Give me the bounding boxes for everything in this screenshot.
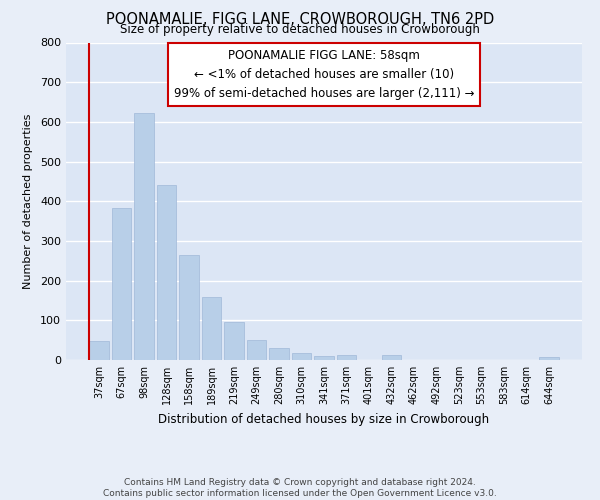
Bar xyxy=(314,356,334,360)
Text: Size of property relative to detached houses in Crowborough: Size of property relative to detached ho… xyxy=(120,22,480,36)
X-axis label: Distribution of detached houses by size in Crowborough: Distribution of detached houses by size … xyxy=(158,412,490,426)
Bar xyxy=(134,113,154,360)
Y-axis label: Number of detached properties: Number of detached properties xyxy=(23,114,33,289)
Bar xyxy=(382,355,401,360)
Bar xyxy=(224,322,244,360)
Text: POONAMALIE FIGG LANE: 58sqm
← <1% of detached houses are smaller (10)
99% of sem: POONAMALIE FIGG LANE: 58sqm ← <1% of det… xyxy=(174,49,474,100)
Bar xyxy=(269,348,289,360)
Bar xyxy=(247,340,266,360)
Text: Contains HM Land Registry data © Crown copyright and database right 2024.
Contai: Contains HM Land Registry data © Crown c… xyxy=(103,478,497,498)
Bar xyxy=(202,298,221,360)
Bar xyxy=(179,255,199,360)
Bar xyxy=(112,208,131,360)
Bar xyxy=(539,357,559,360)
Bar xyxy=(292,354,311,360)
Bar xyxy=(89,342,109,360)
Bar xyxy=(157,186,176,360)
Bar xyxy=(337,355,356,360)
Text: POONAMALIE, FIGG LANE, CROWBOROUGH, TN6 2PD: POONAMALIE, FIGG LANE, CROWBOROUGH, TN6 … xyxy=(106,12,494,28)
